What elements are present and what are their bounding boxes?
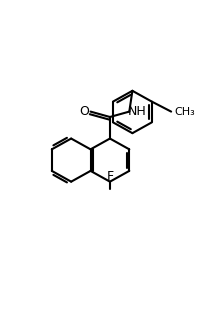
Text: O: O (79, 105, 89, 118)
Text: CH₃: CH₃ (174, 106, 195, 116)
Text: NH: NH (128, 105, 146, 118)
Text: F: F (106, 170, 113, 183)
